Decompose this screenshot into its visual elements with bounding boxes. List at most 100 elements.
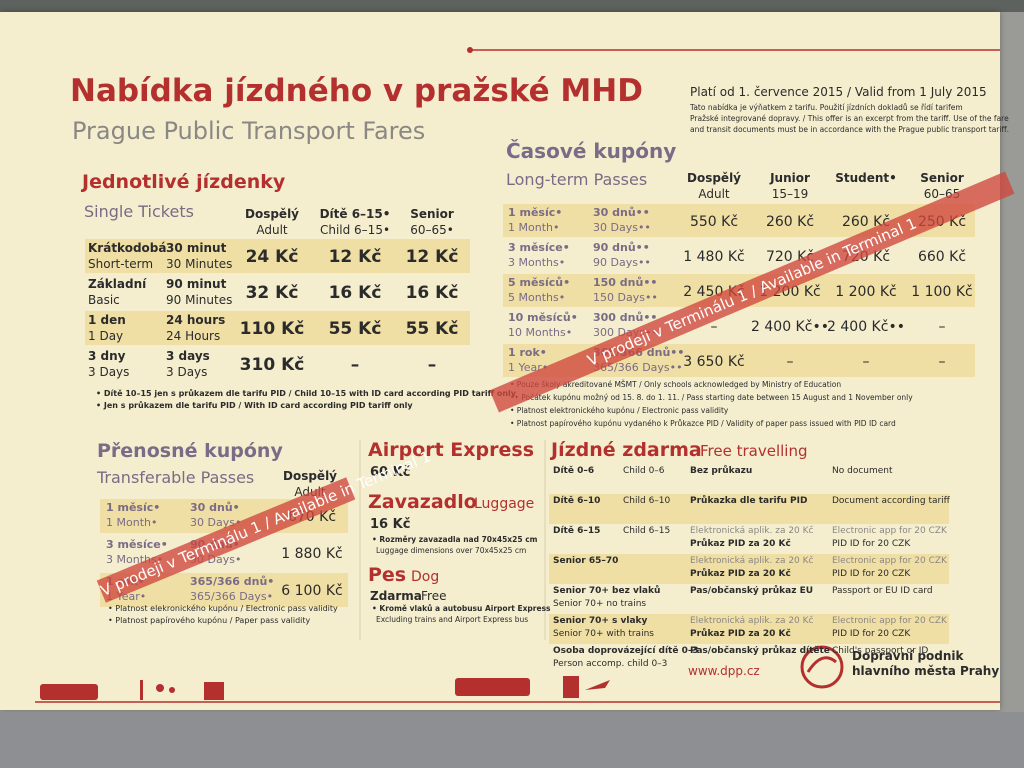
- column-header: Junior: [770, 171, 810, 185]
- footnote: • Platnost elekronického kupónu / Electr…: [108, 604, 338, 613]
- pass-name: 1 Month•: [508, 221, 560, 234]
- pass-name: 10 Months•: [508, 326, 573, 339]
- note: Luggage dimensions over 70x45x25 cm: [376, 546, 527, 555]
- note: • Rozměry zavazadla nad 70x45x25 cm: [372, 535, 538, 544]
- ticket-duration: 30 Minutes: [166, 257, 233, 271]
- price: 2 400 Kč••: [751, 319, 829, 335]
- column-header: Child 6–15•: [319, 223, 391, 237]
- column-header: Senior: [410, 207, 454, 221]
- footnote: • Pouze školy akreditované MŠMT / Only s…: [510, 380, 842, 389]
- tram-icon: [40, 684, 98, 700]
- lamp-icon: [140, 680, 143, 700]
- subtitle: Prague Public Transport Fares: [72, 117, 426, 145]
- price: 110 Kč: [239, 319, 305, 339]
- price: 550 Kč: [689, 214, 739, 230]
- group: Dítě 6–15: [553, 526, 601, 536]
- group: Senior 70+ with trains: [553, 629, 654, 639]
- ticket-name: Základní: [88, 277, 147, 291]
- note: Tato nabídka je výňatkem z tarifu. Použi…: [690, 103, 963, 112]
- company: hlavního města Prahy: [852, 664, 1000, 678]
- price: –: [427, 355, 437, 375]
- person-icon: [156, 684, 164, 692]
- ticket-duration: 24 hours: [166, 313, 226, 327]
- pass-days: 90 dnů••: [593, 241, 650, 254]
- footnote: •• Počátek kupónu možný od 15. 8. do 1. …: [510, 393, 913, 402]
- footnote: • Dítě 10–15 jen s průkazem dle tarifu P…: [96, 389, 517, 398]
- group: Senior 65–70: [553, 556, 619, 566]
- pass-name: 1 měsíc•: [508, 206, 563, 219]
- section-title: Free travelling: [700, 442, 808, 460]
- price: 24 Kč: [245, 247, 299, 267]
- section-title: Jednotlivé jízdenky: [82, 171, 286, 193]
- section-subtitle: Single Tickets: [84, 202, 194, 221]
- document: PID ID for 20 CZK: [832, 569, 911, 579]
- document: No document: [832, 466, 893, 476]
- child-icon: [169, 687, 175, 693]
- price: 660 Kč: [917, 249, 967, 265]
- luggage-title: Luggage: [474, 496, 535, 512]
- pass-days: 150 dnů••: [593, 276, 658, 289]
- ticket-duration: 90 minut: [166, 277, 227, 291]
- ticket-duration: 3 days: [166, 349, 210, 363]
- ticket-duration: 24 Hours: [166, 329, 221, 343]
- ticket-name: Basic: [88, 293, 120, 307]
- group: Osoba doprovázející dítě 0–3: [553, 646, 699, 656]
- price: 12 Kč: [328, 247, 382, 267]
- price: 55 Kč: [405, 319, 459, 339]
- pass-name: 3 měsíce•: [508, 241, 570, 254]
- pass-days: 150 Days••: [593, 291, 658, 304]
- group: Senior 70+ no trains: [553, 599, 647, 609]
- dpp-logo: [800, 645, 844, 689]
- row-band: [85, 311, 470, 345]
- price: Zdarma: [370, 589, 422, 603]
- pass-name: 5 měsíců•: [508, 276, 571, 289]
- row-band: [549, 614, 949, 644]
- note: • Kromě vlaků a autobusu Airport Express: [372, 604, 551, 613]
- ticket-duration: 30 minut: [166, 241, 227, 255]
- pass-name: 1 rok•: [508, 346, 547, 359]
- column-header: Dospělý: [686, 171, 742, 185]
- group: Senior 70+ bez vlaků: [553, 586, 661, 596]
- ticket-name: 3 dny: [88, 349, 126, 363]
- plane-icon: [585, 680, 610, 690]
- document: Child's passport or ID: [832, 646, 929, 656]
- document: Bez průkazu: [690, 466, 753, 476]
- document: PID ID for 20 CZK: [832, 629, 911, 639]
- section-title: Jízdné zdarma: [551, 439, 702, 461]
- column-header: Student•: [835, 171, 897, 185]
- column-header: Adult: [256, 223, 288, 237]
- document: Elektronická aplik. za 20 Kč: [690, 526, 814, 536]
- price: 310 Kč: [239, 355, 305, 375]
- document: Průkaz PID za 20 Kč: [690, 569, 791, 579]
- ticket-name: Krátkodobá: [88, 241, 167, 255]
- dpp-logo-mark: [806, 656, 837, 673]
- company: Dopravní podnik: [852, 649, 964, 663]
- document: Pas/občanský průkaz EU: [690, 586, 814, 596]
- column-header: Dospělý: [244, 207, 300, 221]
- title: Nabídka jízdného v pražské MHD: [70, 73, 643, 109]
- pass-name: 3 měsíce•: [106, 538, 168, 551]
- group: Person accomp. child 0–3: [553, 659, 668, 669]
- terminal-icon: [563, 676, 579, 698]
- group: Senior 70+ s vlaky: [553, 616, 648, 626]
- price: 3 650 Kč: [683, 354, 745, 370]
- price: 55 Kč: [328, 319, 382, 339]
- document: PID ID for 20 CZK: [832, 539, 911, 549]
- section-subtitle: Long-term Passes: [506, 170, 648, 189]
- document: Elektronická aplik. za 20 Kč: [690, 556, 814, 566]
- column-header: Dospělý: [282, 469, 338, 483]
- note: and transit documents must be in accorda…: [690, 125, 1010, 134]
- ticket-duration: 3 Days: [166, 365, 208, 379]
- pass-days: 365/366 Days•: [190, 590, 274, 603]
- price: 60 Kč: [370, 465, 411, 480]
- document: Elektronická aplik. za 20 Kč: [690, 616, 814, 626]
- rule-dot: [467, 47, 473, 53]
- price: –: [786, 354, 794, 370]
- bus-icon: [455, 678, 530, 696]
- ticket-name: 1 Day: [88, 329, 124, 343]
- footnote: • Platnost papírového kupónu / Paper pas…: [108, 616, 311, 625]
- section-subtitle: Transferable Passes: [97, 468, 255, 487]
- ticket-name: 1 den: [88, 313, 126, 327]
- price: 1 200 Kč: [835, 284, 897, 300]
